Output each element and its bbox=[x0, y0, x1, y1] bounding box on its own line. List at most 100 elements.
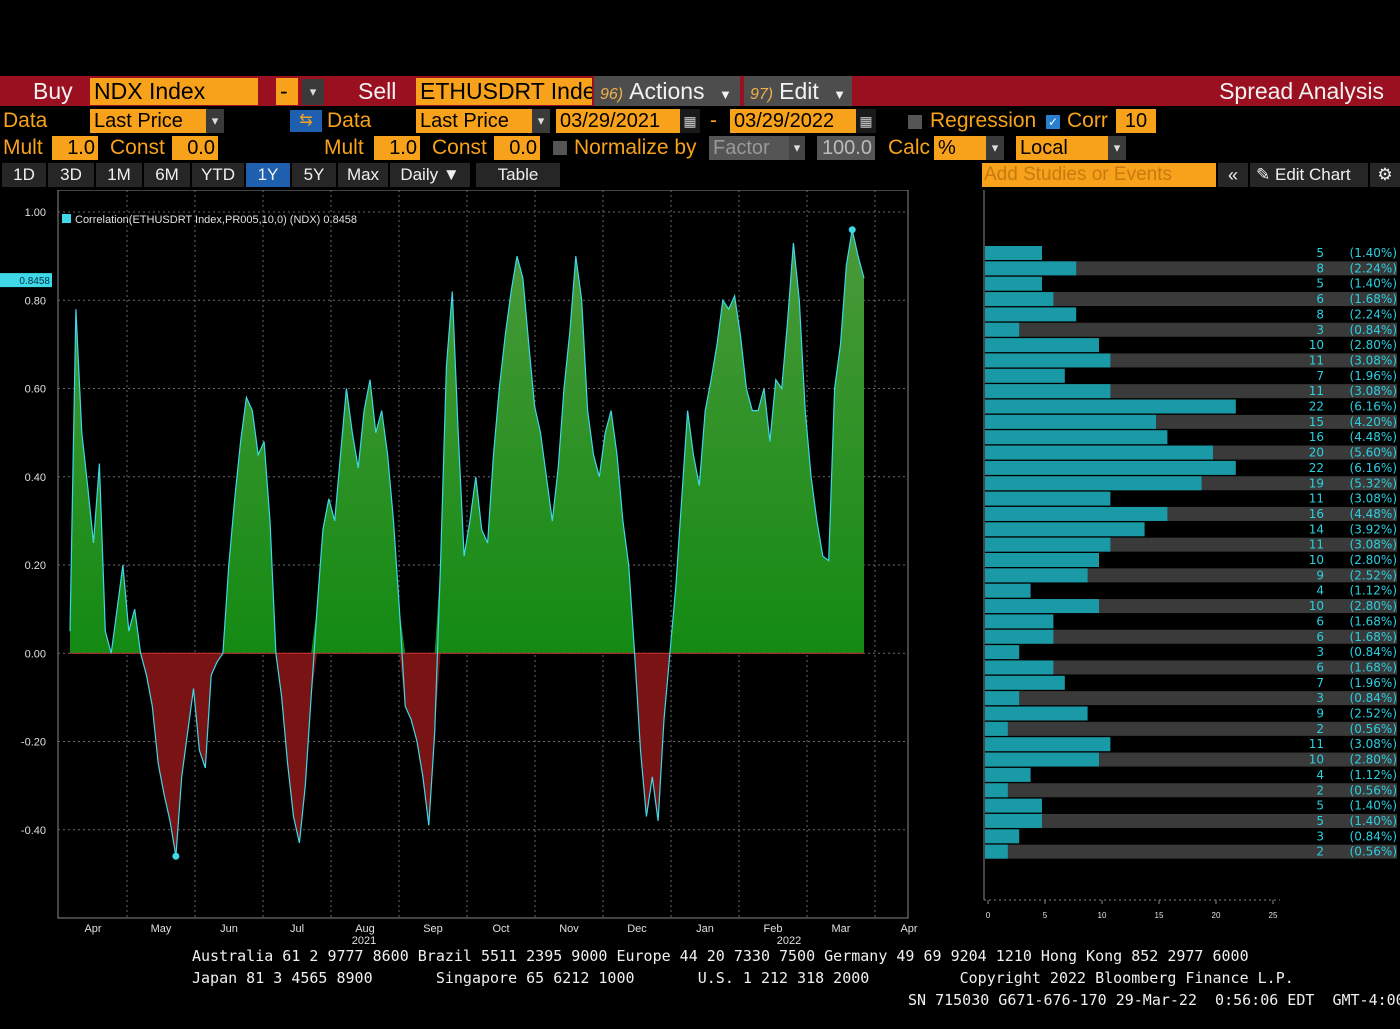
chevron-down-icon: ▼ bbox=[833, 87, 847, 102]
tab-5y[interactable]: 5Y bbox=[292, 163, 336, 187]
x-tick-label-may: May bbox=[151, 923, 172, 935]
hist-pct-label: (2.52%) bbox=[1350, 568, 1397, 582]
regression-checkbox[interactable] bbox=[908, 115, 922, 129]
tab-daily[interactable]: Daily ▼ bbox=[390, 163, 470, 187]
hist-bar bbox=[985, 629, 1054, 644]
hist-pct-label: (1.68%) bbox=[1350, 292, 1397, 306]
buy-ticker-input[interactable]: NDX Index bbox=[90, 78, 258, 105]
operator-dropdown-icon[interactable]: ▾ bbox=[302, 79, 324, 105]
hist-track bbox=[985, 322, 1397, 337]
start-date-input[interactable]: 03/29/2021 bbox=[556, 109, 680, 133]
hist-count-label: 5 bbox=[1316, 246, 1324, 260]
hist-bar bbox=[985, 292, 1054, 307]
swap-icon[interactable]: ⇆ bbox=[290, 110, 322, 132]
tab-6m[interactable]: 6M bbox=[144, 163, 190, 187]
hist-bar bbox=[985, 276, 1042, 291]
hist-bar bbox=[985, 568, 1088, 583]
calendar-icon[interactable]: ▦ bbox=[856, 109, 876, 133]
sell-const-input[interactable]: 0.0 bbox=[494, 136, 540, 160]
chevron-down-icon[interactable]: ▾ bbox=[1108, 136, 1126, 160]
x-tick-label-oct: Oct bbox=[492, 923, 509, 935]
y-tick-label: 0.80 bbox=[25, 295, 46, 307]
hist-count-label: 5 bbox=[1316, 814, 1324, 828]
correlation-chart[interactable]: 1.00 0.80 0.60 0.40 0.20 0.00 -0.20 -0.40 Apr May… bbox=[0, 190, 980, 950]
corr-label: Corr bbox=[1067, 109, 1108, 132]
edit-menu-button[interactable]: 97) Edit ▼ bbox=[744, 76, 852, 106]
hist-pct-label: (4.48%) bbox=[1350, 507, 1397, 521]
buy-label: Buy bbox=[33, 78, 73, 104]
chevron-down-icon[interactable]: ▾ bbox=[986, 136, 1004, 160]
sell-mult-label: Mult bbox=[324, 136, 364, 159]
chevron-down-icon[interactable]: ▾ bbox=[789, 136, 805, 160]
tab-1d[interactable]: 1D bbox=[2, 163, 46, 187]
hist-pct-label: (1.96%) bbox=[1350, 369, 1397, 383]
end-date-input[interactable]: 03/29/2022 bbox=[730, 109, 856, 133]
x-tick-label-jan: Jan bbox=[696, 923, 714, 935]
corr-window-input[interactable]: 10 bbox=[1116, 109, 1156, 133]
distribution-histogram[interactable]: 5 (1.40%) 8 (2.24%) 5 (1.40%) 6 (1.68%) 8 (2.24%)… bbox=[980, 190, 1400, 930]
spread-operator-select[interactable]: - bbox=[276, 78, 298, 105]
tab-max[interactable]: Max bbox=[338, 163, 388, 187]
hist-pct-label: (3.08%) bbox=[1350, 492, 1397, 506]
hist-bar bbox=[985, 798, 1042, 813]
hist-pct-label: (1.96%) bbox=[1350, 676, 1397, 690]
hist-bar bbox=[985, 553, 1099, 567]
tab-1y[interactable]: 1Y bbox=[246, 163, 290, 187]
hist-count-label: 5 bbox=[1316, 799, 1324, 813]
hist-bar bbox=[985, 583, 1031, 598]
calendar-icon[interactable]: ▦ bbox=[680, 109, 700, 133]
sell-field-select[interactable]: Last Price bbox=[416, 109, 532, 133]
chart-legend: Correlation(ETHUSDRT Index,PR005,10,0) (… bbox=[62, 214, 357, 226]
edit-chart-button[interactable]: ✎ Edit Chart bbox=[1250, 163, 1368, 187]
hist-bar bbox=[985, 721, 1008, 736]
actions-menu-button[interactable]: 96) Actions ▼ bbox=[594, 76, 740, 106]
gear-icon[interactable]: ⚙ bbox=[1370, 163, 1400, 187]
collapse-icon[interactable]: « bbox=[1218, 163, 1248, 187]
tab-1m[interactable]: 1M bbox=[96, 163, 142, 187]
buy-const-input[interactable]: 0.0 bbox=[172, 136, 218, 160]
hist-bar bbox=[985, 614, 1054, 629]
hist-bar bbox=[985, 368, 1065, 383]
hist-track bbox=[985, 813, 1397, 828]
chevron-down-icon[interactable]: ▾ bbox=[532, 109, 550, 133]
currency-select[interactable]: Local bbox=[1016, 136, 1108, 160]
tab-ytd[interactable]: YTD bbox=[192, 163, 244, 187]
hist-pct-label: (1.40%) bbox=[1350, 246, 1397, 260]
chevron-down-icon[interactable]: ▾ bbox=[206, 109, 224, 133]
legend-text: Correlation(ETHUSDRT Index,PR005,10,0) (… bbox=[75, 214, 358, 226]
sell-mult-input[interactable]: 1.0 bbox=[374, 136, 420, 160]
hist-bar bbox=[985, 813, 1042, 828]
buy-field-select[interactable]: Last Price bbox=[90, 109, 206, 133]
buy-data-label: Data bbox=[3, 109, 48, 132]
hist-pct-label: (2.24%) bbox=[1350, 261, 1397, 275]
hist-track bbox=[985, 783, 1397, 798]
normalize-checkbox[interactable] bbox=[553, 141, 567, 155]
hist-bar bbox=[985, 737, 1111, 752]
hist-pct-label: (6.16%) bbox=[1350, 461, 1397, 475]
hist-pct-label: (1.12%) bbox=[1350, 768, 1397, 782]
hist-x-tick-label: 5 bbox=[1043, 911, 1048, 920]
buy-mult-input[interactable]: 1.0 bbox=[52, 136, 98, 160]
hist-count-label: 2 bbox=[1316, 845, 1324, 859]
hist-count-label: 20 bbox=[1309, 446, 1324, 460]
hist-pct-label: (0.84%) bbox=[1350, 829, 1397, 843]
hist-pct-label: (0.56%) bbox=[1350, 783, 1397, 797]
normalize-value-input[interactable]: 100.0 bbox=[817, 136, 875, 160]
hist-bar bbox=[985, 322, 1020, 337]
calc-select[interactable]: % bbox=[934, 136, 986, 160]
hist-pct-label: (1.68%) bbox=[1350, 660, 1397, 674]
normalize-method-select[interactable]: Factor bbox=[709, 136, 789, 160]
sell-ticker-input[interactable]: ETHUSDRT Index bbox=[416, 78, 592, 105]
corr-checkbox[interactable]: ✓ bbox=[1046, 115, 1060, 129]
hist-count-label: 22 bbox=[1309, 461, 1324, 475]
hist-count-label: 4 bbox=[1316, 584, 1324, 598]
tab-3d[interactable]: 3D bbox=[48, 163, 94, 187]
tab-table[interactable]: Table bbox=[476, 163, 560, 187]
hist-bar bbox=[985, 338, 1099, 353]
studies-search-input[interactable]: Add Studies or Events bbox=[982, 163, 1216, 187]
hist-count-label: 10 bbox=[1309, 599, 1324, 613]
hist-bar bbox=[985, 445, 1213, 460]
hist-bar bbox=[985, 767, 1031, 782]
hist-bar bbox=[985, 660, 1054, 675]
hist-pct-label: (5.32%) bbox=[1350, 476, 1397, 490]
